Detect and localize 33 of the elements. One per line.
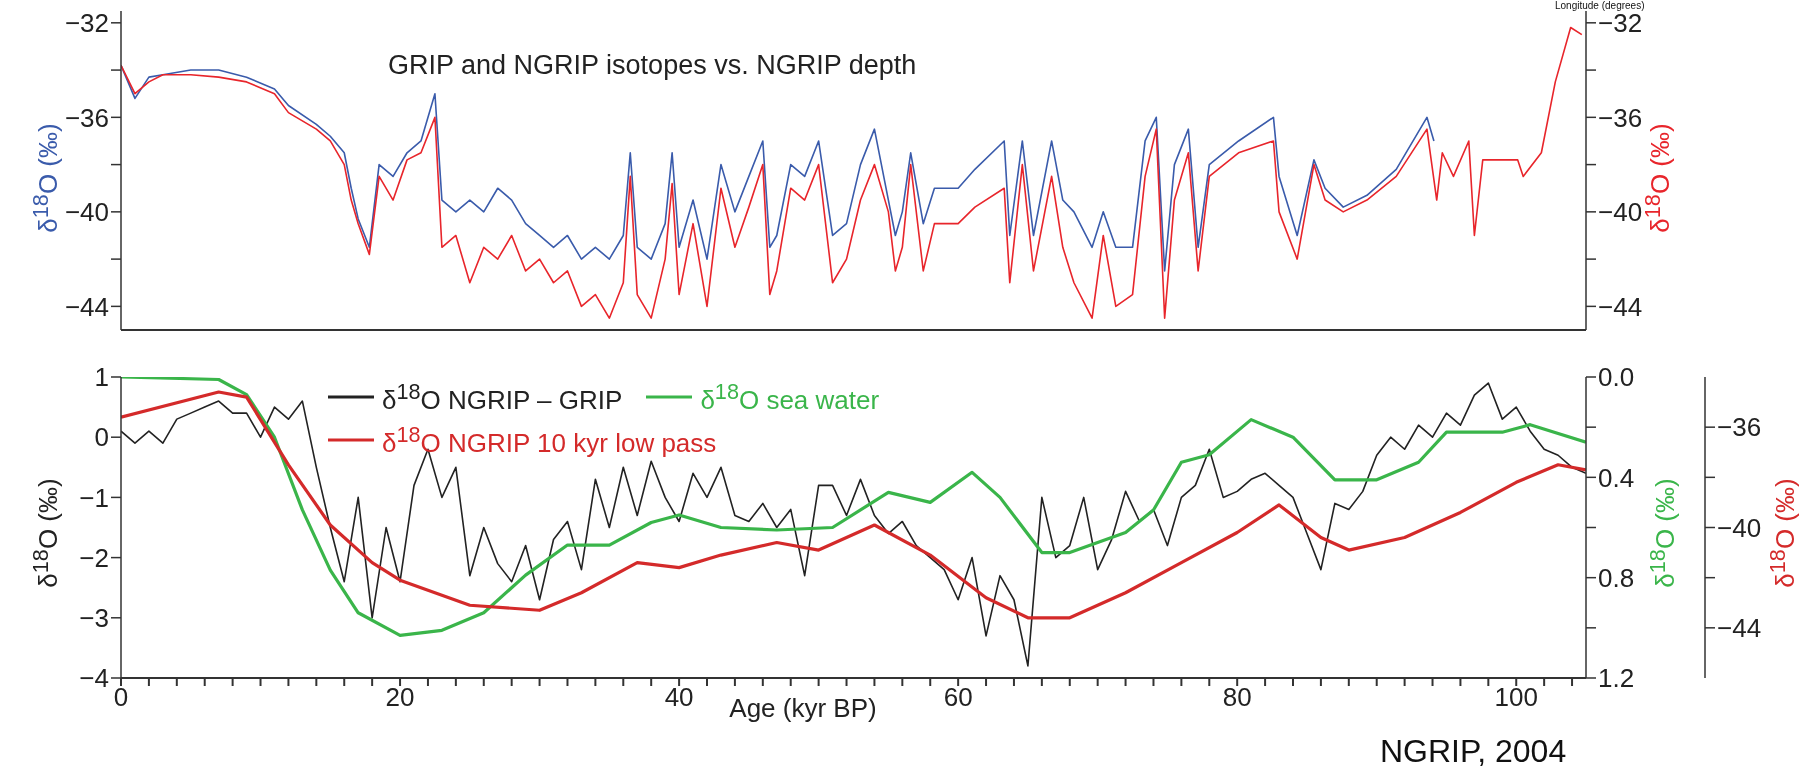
y-tick-label: −32 xyxy=(64,8,109,39)
x-tick-label: 40 xyxy=(664,682,694,713)
y-tick-label: 1 xyxy=(94,362,109,393)
y2-tick-label: 0.0 xyxy=(1598,362,1635,393)
x-tick-label: 20 xyxy=(385,682,415,713)
y2-tick-label: −40 xyxy=(1598,197,1643,228)
y-tick-label: 0 xyxy=(94,422,109,453)
text: GRIP and NGRIP isotopes vs. NGRIP depth xyxy=(388,50,917,81)
y-tick-label: −2 xyxy=(79,542,109,573)
y2-tick-label: 1.2 xyxy=(1598,663,1635,694)
y-tick-label: −1 xyxy=(79,482,109,513)
y2-tick-label: 0.4 xyxy=(1598,462,1635,493)
y-tick-label: −36 xyxy=(64,102,109,133)
y2-tick-label: 0.8 xyxy=(1598,562,1635,593)
legend-label: δ$^{18}$O NGRIP – GRIP xyxy=(382,379,623,416)
x-axis-title: Age (kyr BP) xyxy=(729,693,877,724)
y2-tick-label: −36 xyxy=(1598,102,1643,133)
text: NGRIP, 2004 xyxy=(1380,733,1567,770)
y-tick-label: −4 xyxy=(79,663,109,694)
legend-label: δ$^{18}$O NGRIP 10 kyr low pass xyxy=(382,421,717,459)
y-tick-label: −40 xyxy=(64,197,109,228)
y3-tick-label: −44 xyxy=(1717,613,1762,644)
y2-tick-label: −44 xyxy=(1598,291,1643,322)
x-tick-label: 100 xyxy=(1494,682,1538,713)
x-tick-label: 0 xyxy=(113,682,129,713)
x-tick-label: 60 xyxy=(943,682,973,713)
x-tick-label: 80 xyxy=(1222,682,1252,713)
y3-tick-label: −40 xyxy=(1717,512,1762,543)
line-series xyxy=(121,26,1583,319)
legend-label: δ$^{18}$O sea water xyxy=(700,379,880,416)
y3-tick-label: −36 xyxy=(1717,412,1762,443)
y-tick-label: −44 xyxy=(64,291,109,322)
y-tick-label: −3 xyxy=(79,603,109,634)
